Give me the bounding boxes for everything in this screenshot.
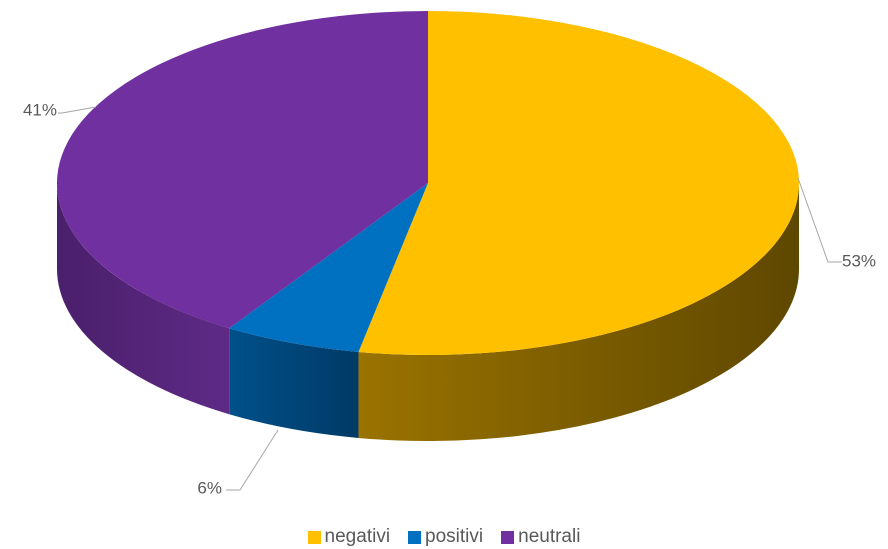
legend-label-negativi: negativi (325, 526, 391, 548)
legend-swatch-negativi (308, 531, 321, 544)
data-label-positivi: 6% (197, 478, 222, 497)
legend-label-neutrali: neutrali (518, 526, 580, 548)
pie-tops (57, 11, 799, 355)
leader-line-negativi (798, 178, 842, 262)
leader-line-positivi (226, 430, 278, 490)
legend-item-negativi: negativi (308, 526, 391, 548)
legend: negativi positivi neutrali (0, 526, 888, 548)
data-label-negativi: 53% (842, 251, 876, 270)
legend-item-neutrali: neutrali (501, 526, 580, 548)
legend-item-positivi: positivi (408, 526, 483, 548)
legend-swatch-neutrali (501, 531, 514, 544)
data-label-neutrali: 41% (23, 100, 57, 119)
legend-swatch-positivi (408, 531, 421, 544)
legend-label-positivi: positivi (425, 526, 483, 548)
